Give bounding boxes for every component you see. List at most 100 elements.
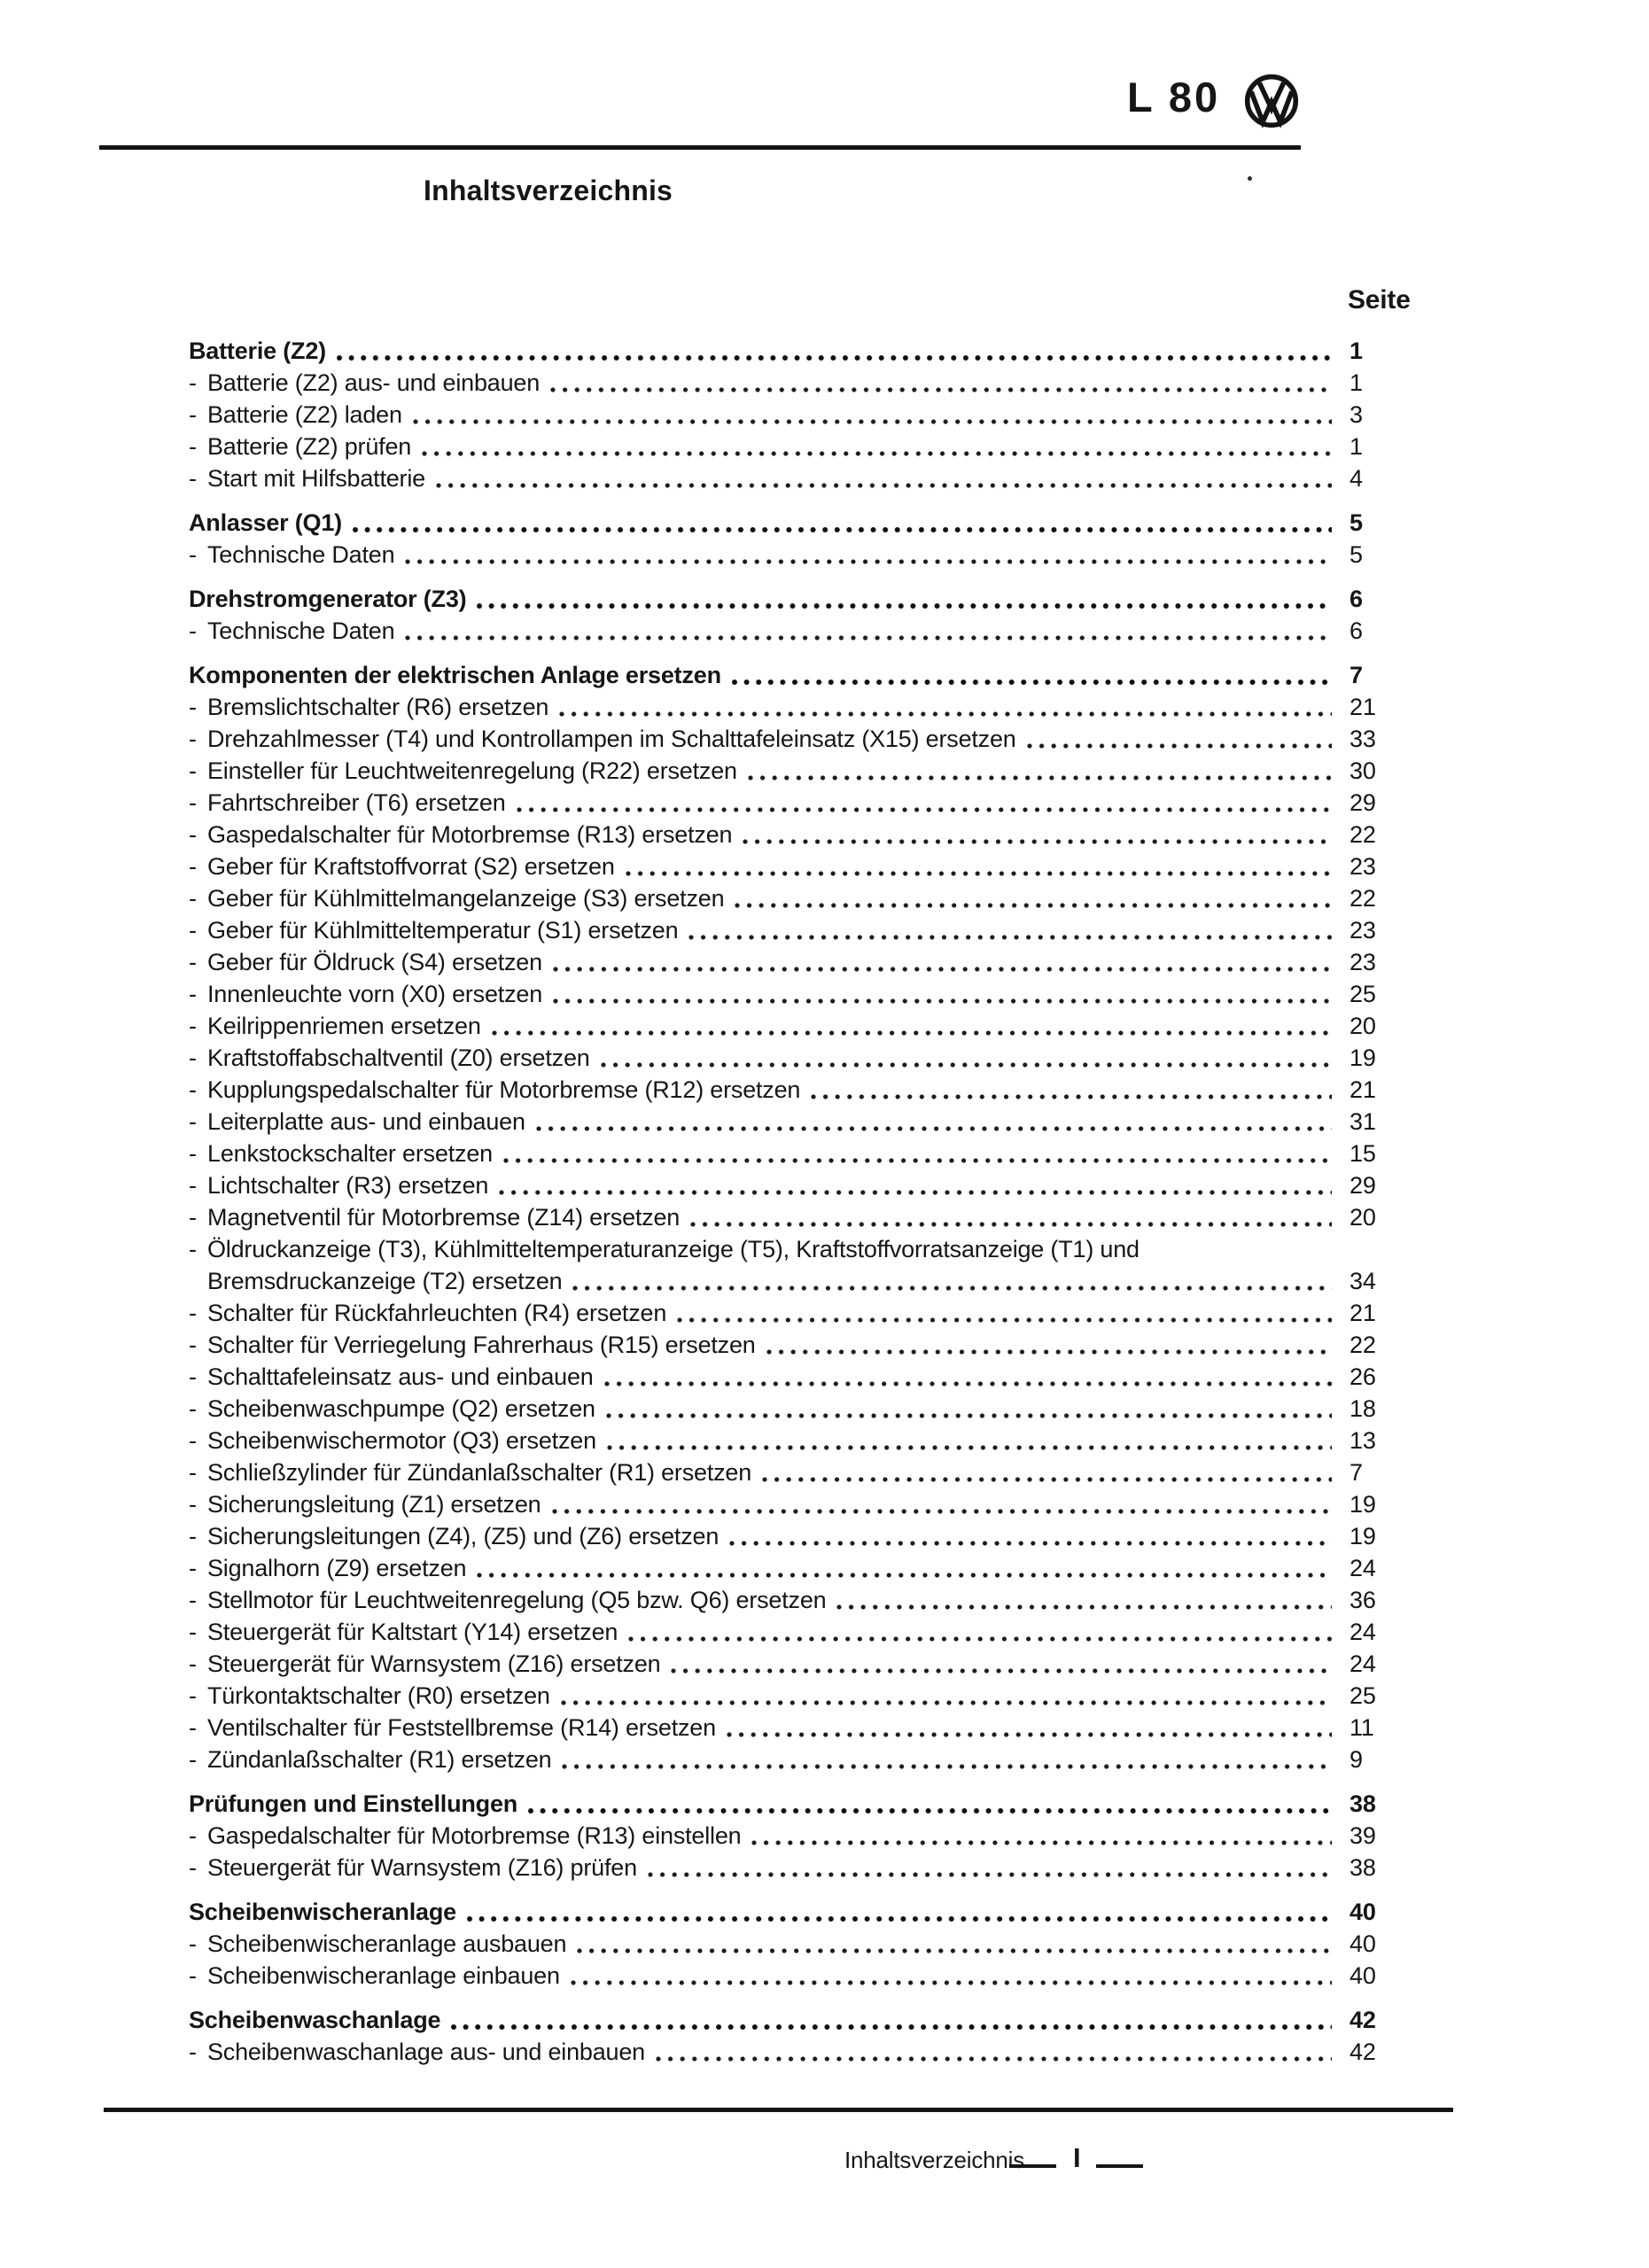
- section-title: Prüfungen und Einstellungen: [189, 1790, 518, 1817]
- dot-leader: [625, 871, 1332, 876]
- toc-entry-row: - Sicherungsleitungen (Z4), (Z5) und (Z6)…: [189, 1520, 1413, 1552]
- dot-leader: [451, 2024, 1332, 2030]
- dot-leader: [811, 1094, 1332, 1099]
- dot-leader: [570, 1980, 1332, 1985]
- page-number: 7: [1350, 662, 1363, 688]
- page-number: 29: [1350, 1172, 1376, 1199]
- entry-dash: -: [189, 1427, 197, 1454]
- toc-section-header-row: Prüfungen und Einstellungen 38: [189, 1788, 1413, 1820]
- footer-label: Inhaltsverzeichnis: [844, 2147, 1025, 2173]
- toc-entry-row: - Leiterplatte aus- und einbauen 31: [189, 1106, 1413, 1138]
- entry-dash: -: [189, 1587, 197, 1613]
- entry-dash: -: [189, 757, 197, 784]
- entry-label: Kupplungspedalschalter für Motorbremse (…: [207, 1076, 801, 1103]
- entry-dash: -: [189, 1619, 197, 1645]
- entry-label: Schalter für Verriegelung Fahrerhaus (R1…: [207, 1332, 756, 1358]
- entry-dash: -: [189, 1555, 197, 1581]
- entry-dash: -: [189, 694, 197, 720]
- toc-entry-row: - Technische Daten 6: [189, 615, 1413, 647]
- page-number: 6: [1350, 586, 1363, 612]
- toc-section: Batterie (Z2) 1- Batterie (Z2) aus- und ei…: [189, 335, 1413, 494]
- page-title: Inhaltsverzeichnis: [424, 175, 673, 206]
- toc-entry-row: - Lichtschalter (R3) ersetzen 29: [189, 1169, 1413, 1201]
- dot-leader: [766, 1349, 1332, 1355]
- toc-entry-row: - Türkontaktschalter (R0) ersetzen 25: [189, 1680, 1413, 1712]
- entry-dash: -: [189, 1108, 197, 1135]
- toc-entry-row: - Keilrippenriemen ersetzen 20: [189, 1010, 1413, 1042]
- entry-label: Innenleuchte vorn (X0) ersetzen: [207, 981, 543, 1007]
- dot-leader: [677, 1317, 1332, 1323]
- dot-leader: [559, 711, 1332, 717]
- toc-section: Prüfungen und Einstellungen 38- Gaspedalsc…: [189, 1788, 1413, 1884]
- page-number: 23: [1350, 949, 1376, 975]
- entry-dash: -: [189, 1854, 197, 1881]
- toc-section: Komponenten der elektrischen Anlage erse…: [189, 659, 1413, 1775]
- entry-label: Zündanlaßschalter (R1) ersetzen: [207, 1746, 552, 1773]
- page-number: 15: [1350, 1140, 1376, 1167]
- toc-entry-row: - Ventilschalter für Feststellbremse (R14…: [189, 1712, 1413, 1744]
- toc-entry-row: - Batterie (Z2) aus- und einbauen 1: [189, 367, 1413, 399]
- toc-entry-row: - Zündanlaßschalter (R1) ersetzen 9: [189, 1744, 1413, 1775]
- page-number: 19: [1350, 1045, 1376, 1071]
- dot-leader: [606, 1445, 1332, 1450]
- dot-leader: [726, 1732, 1332, 1737]
- page-number: 39: [1350, 1822, 1376, 1849]
- dot-leader: [603, 1381, 1332, 1386]
- entry-label: Geber für Kraftstoffvorrat (S2) ersetzen: [207, 853, 615, 880]
- page-number: 36: [1350, 1587, 1376, 1613]
- entry-label: Lenkstockschalter ersetzen: [207, 1140, 493, 1167]
- toc-entry-row: - Batterie (Z2) laden 3: [189, 399, 1413, 431]
- entry-label: Schalter für Rückfahrleuchten (R4) erset…: [207, 1300, 667, 1326]
- entry-label: Steuergerät für Warnsystem (Z16) ersetze…: [207, 1651, 661, 1677]
- entry-label: Gaspedalschalter für Motorbremse (R13) e…: [207, 821, 733, 848]
- toc-entry-row: - Signalhorn (Z9) ersetzen 24: [189, 1552, 1413, 1584]
- page-number: 4: [1350, 465, 1363, 492]
- toc-entry-row: - Lenkstockschalter ersetzen 15: [189, 1138, 1413, 1169]
- toc-section-header-row: Scheibenwaschanlage 42: [189, 2004, 1413, 2036]
- toc-entry-row: - Schließzylinder für Zündanlaßschalter (…: [189, 1456, 1413, 1488]
- dot-leader: [836, 1604, 1332, 1610]
- entry-dash: -: [189, 1459, 197, 1486]
- page-number: 25: [1350, 1682, 1376, 1709]
- toc-entry-row: - Scheibenwischermotor (Q3) ersetzen 13: [189, 1425, 1413, 1456]
- entry-dash: -: [189, 2039, 197, 2065]
- page-number: 42: [1350, 2007, 1376, 2033]
- entry-label: Sicherungsleitungen (Z4), (Z5) und (Z6) …: [207, 1523, 719, 1550]
- dot-leader: [600, 1062, 1332, 1068]
- dot-leader: [466, 1916, 1332, 1922]
- toc-entry-row: - Innenleuchte vorn (X0) ersetzen 25: [189, 978, 1413, 1010]
- entry-dash: -: [189, 401, 197, 428]
- page-number: 42: [1350, 2039, 1376, 2065]
- dot-leader: [735, 903, 1332, 908]
- page-number: 24: [1350, 1619, 1376, 1645]
- entry-label: Stellmotor für Leuchtweitenregelung (Q5 …: [207, 1587, 827, 1613]
- entry-dash: -: [189, 1236, 197, 1262]
- page-number: 20: [1350, 1204, 1376, 1231]
- page-number: 18: [1350, 1395, 1376, 1422]
- dot-leader: [477, 1573, 1332, 1578]
- entry-dash: -: [189, 1714, 197, 1741]
- toc-section-header-row: Drehstromgenerator (Z3) 6: [189, 583, 1413, 615]
- entry-label: Geber für Kühlmittelmangelanzeige (S3) e…: [207, 885, 725, 912]
- footer-rule: [104, 2108, 1453, 2112]
- toc-entry-row: - Drehzahlmesser (T4) und Kontrollampen i…: [189, 723, 1413, 755]
- entry-dash: -: [189, 949, 197, 975]
- toc-entry-row: - Scheibenwaschanlage aus- und einbauen 42: [189, 2036, 1413, 2068]
- toc-entry-row: - Batterie (Z2) prüfen 1: [189, 431, 1413, 462]
- section-title: Scheibenwaschanlage: [189, 2007, 441, 2033]
- page-number: 19: [1350, 1523, 1376, 1550]
- toc-entry-row: - Geber für Kraftstoffvorrat (S2) ersetze…: [189, 850, 1413, 882]
- entry-label: Steuergerät für Kaltstart (Y14) ersetzen: [207, 1619, 618, 1645]
- footer-dash-left: [1009, 2164, 1056, 2168]
- entry-label: Start mit Hilfsbatterie: [207, 465, 425, 492]
- page-number: 21: [1350, 1300, 1376, 1326]
- page-number: 7: [1350, 1459, 1363, 1486]
- entry-dash: -: [189, 821, 197, 848]
- page-number: 21: [1350, 694, 1376, 720]
- entry-line-2: Bremsdruckanzeige (T2) ersetzen 34: [207, 1265, 1413, 1297]
- page-number: 25: [1350, 981, 1376, 1007]
- page-number: 30: [1350, 757, 1376, 784]
- dot-leader: [502, 1158, 1332, 1163]
- page-number: 23: [1350, 917, 1376, 944]
- entry-dash: -: [189, 1746, 197, 1773]
